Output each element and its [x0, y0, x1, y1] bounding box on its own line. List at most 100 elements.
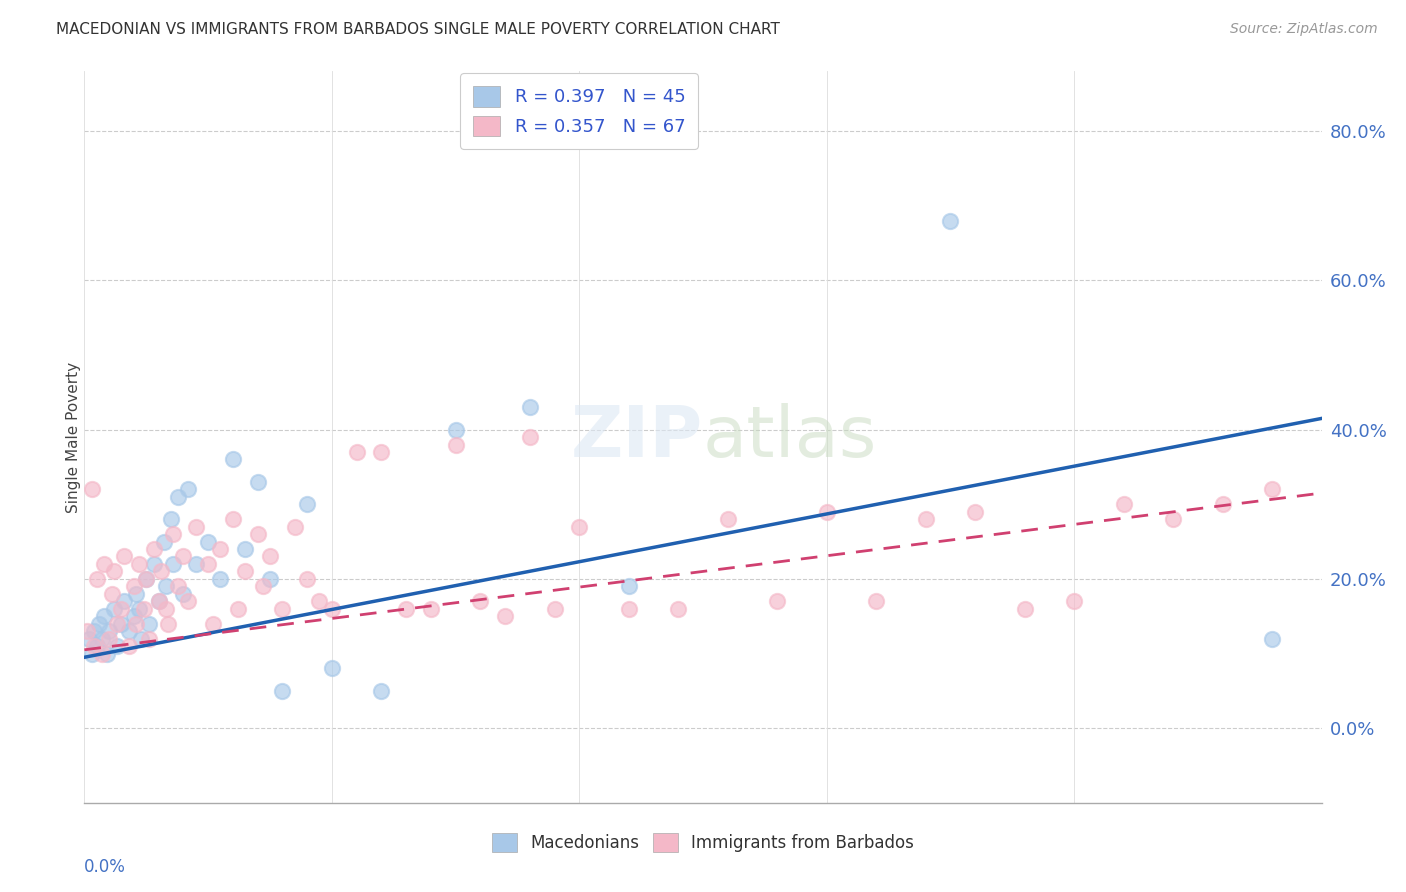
Point [76, 624, 98, 639]
Point [96, 647, 118, 661]
Point [346, 445, 368, 459]
Point [112, 594, 135, 608]
Point [246, 527, 269, 541]
Point [135, 572, 157, 586]
Point [110, 601, 132, 615]
Point [295, 497, 318, 511]
Point [1161, 512, 1184, 526]
Point [444, 437, 467, 451]
Point [419, 601, 441, 615]
Point [93, 557, 115, 571]
Point [202, 616, 225, 631]
Point [105, 639, 128, 653]
Point [90, 647, 112, 661]
Point [259, 549, 281, 564]
Point [184, 557, 207, 571]
Point [222, 512, 245, 526]
Point [155, 579, 177, 593]
Point [197, 557, 219, 571]
Point [519, 401, 541, 415]
Point [184, 519, 207, 533]
Point [105, 616, 128, 631]
Point [617, 579, 640, 593]
Point [138, 616, 160, 631]
Point [172, 587, 194, 601]
Point [118, 639, 141, 653]
Point [717, 512, 740, 526]
Text: MACEDONIAN VS IMMIGRANTS FROM BARBADOS SINGLE MALE POVERTY CORRELATION CHART: MACEDONIAN VS IMMIGRANTS FROM BARBADOS S… [56, 22, 780, 37]
Point [100, 587, 122, 601]
Point [103, 565, 125, 579]
Legend: Macedonians, Immigrants from Barbados: Macedonians, Immigrants from Barbados [484, 824, 922, 860]
Point [246, 475, 269, 489]
Point [135, 572, 157, 586]
Point [519, 430, 541, 444]
Point [370, 445, 392, 459]
Point [470, 594, 492, 608]
Point [494, 609, 516, 624]
Point [259, 572, 281, 586]
Point [150, 565, 173, 579]
Point [271, 683, 294, 698]
Point [222, 452, 245, 467]
Point [132, 601, 155, 615]
Point [98, 632, 121, 646]
Point [125, 587, 148, 601]
Point [568, 519, 591, 533]
Point [79, 632, 101, 646]
Point [122, 579, 145, 593]
Point [666, 601, 689, 615]
Point [177, 594, 200, 608]
Point [142, 557, 165, 571]
Point [370, 683, 392, 698]
Text: Source: ZipAtlas.com: Source: ZipAtlas.com [1230, 22, 1378, 37]
Point [155, 601, 177, 615]
Point [118, 624, 141, 639]
Point [209, 542, 232, 557]
Point [152, 534, 174, 549]
Point [90, 632, 112, 646]
Point [252, 579, 274, 593]
Point [1261, 632, 1284, 646]
Point [122, 609, 145, 624]
Point [138, 632, 160, 646]
Point [197, 534, 219, 549]
Point [233, 542, 256, 557]
Point [295, 572, 318, 586]
Point [86, 572, 108, 586]
Point [308, 594, 330, 608]
Point [148, 594, 170, 608]
Point [112, 549, 135, 564]
Point [148, 594, 170, 608]
Point [965, 505, 987, 519]
Point [86, 639, 108, 653]
Point [125, 616, 148, 631]
Point [83, 624, 105, 639]
Text: 0.0%: 0.0% [84, 858, 127, 876]
Point [83, 639, 105, 653]
Point [444, 423, 467, 437]
Point [1212, 497, 1234, 511]
Point [80, 647, 103, 661]
Point [1063, 594, 1085, 608]
Point [157, 616, 180, 631]
Point [167, 579, 190, 593]
Point [93, 609, 115, 624]
Point [98, 624, 121, 639]
Point [284, 519, 307, 533]
Point [226, 601, 249, 615]
Point [914, 512, 936, 526]
Point [766, 594, 789, 608]
Point [939, 213, 962, 227]
Point [233, 565, 256, 579]
Point [128, 557, 150, 571]
Text: ZIP: ZIP [571, 402, 703, 472]
Point [865, 594, 887, 608]
Point [129, 632, 152, 646]
Point [209, 572, 232, 586]
Point [1261, 483, 1284, 497]
Point [89, 616, 111, 631]
Point [321, 601, 343, 615]
Point [167, 490, 190, 504]
Point [1112, 497, 1135, 511]
